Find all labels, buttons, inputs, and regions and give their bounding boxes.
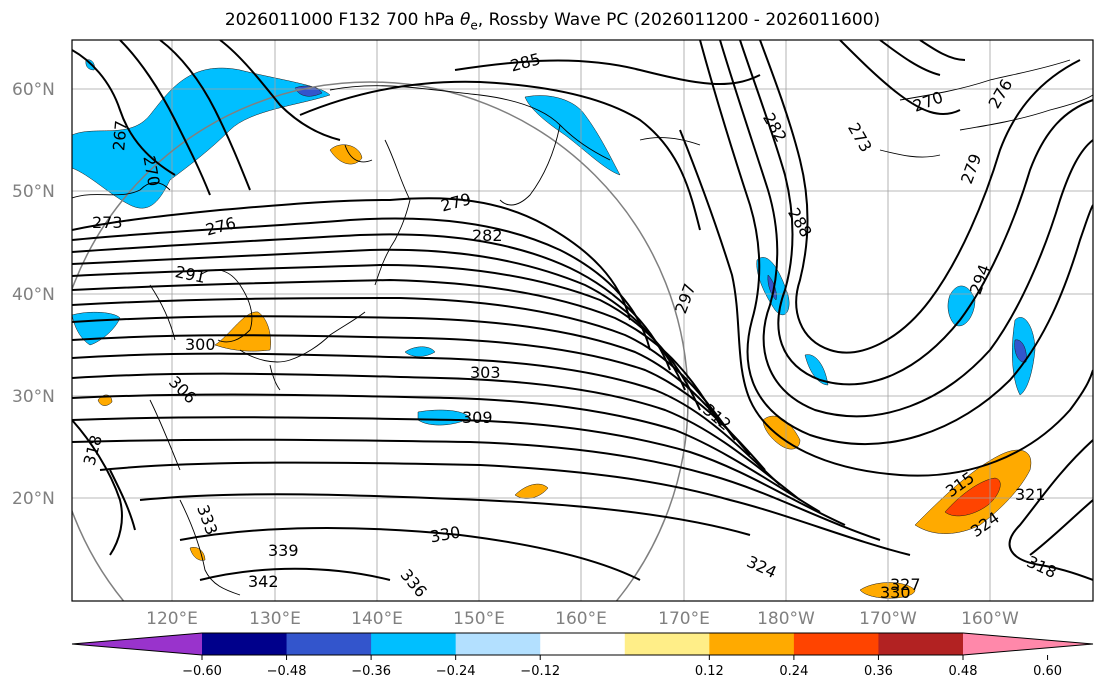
latitude-labels: 60°N 50°N 40°N 30°N 20°N <box>12 80 55 509</box>
colorbar-swatch <box>793 633 879 655</box>
reference-circle <box>72 81 689 601</box>
contour-label: 330 <box>880 583 911 602</box>
colorbar-swatch <box>709 633 795 655</box>
lon-label: 160°E <box>555 609 607 629</box>
colorbar-extend-min <box>72 633 202 655</box>
contour-label: 282 <box>472 226 503 245</box>
contour-label: 300 <box>185 335 216 354</box>
map-plot-area: 285 267 270 273 276 279 282 291 300 306 … <box>72 40 1093 602</box>
negative-anomaly-shading <box>72 59 1036 426</box>
contour-label: 339 <box>268 541 299 560</box>
colorbar-swatch <box>540 633 626 655</box>
positive-anomaly-shading <box>97 144 1032 599</box>
lon-label: 130°E <box>249 609 301 629</box>
longitude-labels: 120°E 130°E 140°E 150°E 160°E 170°E 180°… <box>146 609 1019 629</box>
theta-e-contours <box>72 40 1093 581</box>
lon-label: 170°W <box>859 609 917 629</box>
colorbar-tick-label: −0.12 <box>520 664 560 679</box>
colorbar: −0.60 −0.48 −0.36 −0.24 −0.12 0.12 0.24 0.36 0.4… <box>71 632 1094 679</box>
colorbar-tick-label: 0.60 <box>1033 664 1062 679</box>
colorbar-swatch <box>202 633 288 655</box>
colorbar-swatch <box>286 633 372 655</box>
contour-label: 327 <box>890 575 921 594</box>
colorbar-extend-max <box>963 633 1093 655</box>
contour-label: 267 <box>109 120 131 152</box>
colorbar-tick-label: 0.48 <box>949 664 978 679</box>
colorbar-tick-label: 0.36 <box>864 664 893 679</box>
colorbar-tick-label: −0.60 <box>182 664 222 679</box>
lat-label: 60°N <box>12 80 55 100</box>
contour-label: 273 <box>92 213 123 232</box>
colorbar-tick-label: −0.36 <box>351 664 391 679</box>
lon-label: 160°W <box>961 609 1019 629</box>
coastlines <box>72 59 1093 596</box>
lat-label: 50°N <box>12 182 55 202</box>
colorbar-tick-label: −0.24 <box>436 664 476 679</box>
lon-label: 150°E <box>453 609 505 629</box>
colorbar-swatch <box>878 633 964 655</box>
colorbar-swatch <box>624 633 710 655</box>
map-frame <box>71 39 1094 602</box>
colorbar-tick-label: 0.12 <box>695 664 724 679</box>
lat-label: 40°N <box>12 285 55 305</box>
lat-label: 20°N <box>12 489 55 509</box>
contour-label: 309 <box>462 408 493 427</box>
colorbar-swatch <box>455 633 541 655</box>
lon-label: 140°E <box>351 609 403 629</box>
lat-label: 30°N <box>12 387 55 407</box>
contour-label: 321 <box>1015 485 1046 504</box>
colorbar-tick-label: 0.24 <box>779 664 808 679</box>
contour-label: 342 <box>248 572 279 591</box>
contour-label: 303 <box>470 363 501 382</box>
lon-label: 120°E <box>146 609 198 629</box>
colorbar-tick-label: −0.48 <box>267 664 307 679</box>
map-title: 2026011000 F132 700 hPa θe, Rossby Wave … <box>224 10 881 33</box>
colorbar-swatch <box>371 633 457 655</box>
lon-label: 180°W <box>757 609 815 629</box>
lon-label: 170°E <box>658 609 710 629</box>
